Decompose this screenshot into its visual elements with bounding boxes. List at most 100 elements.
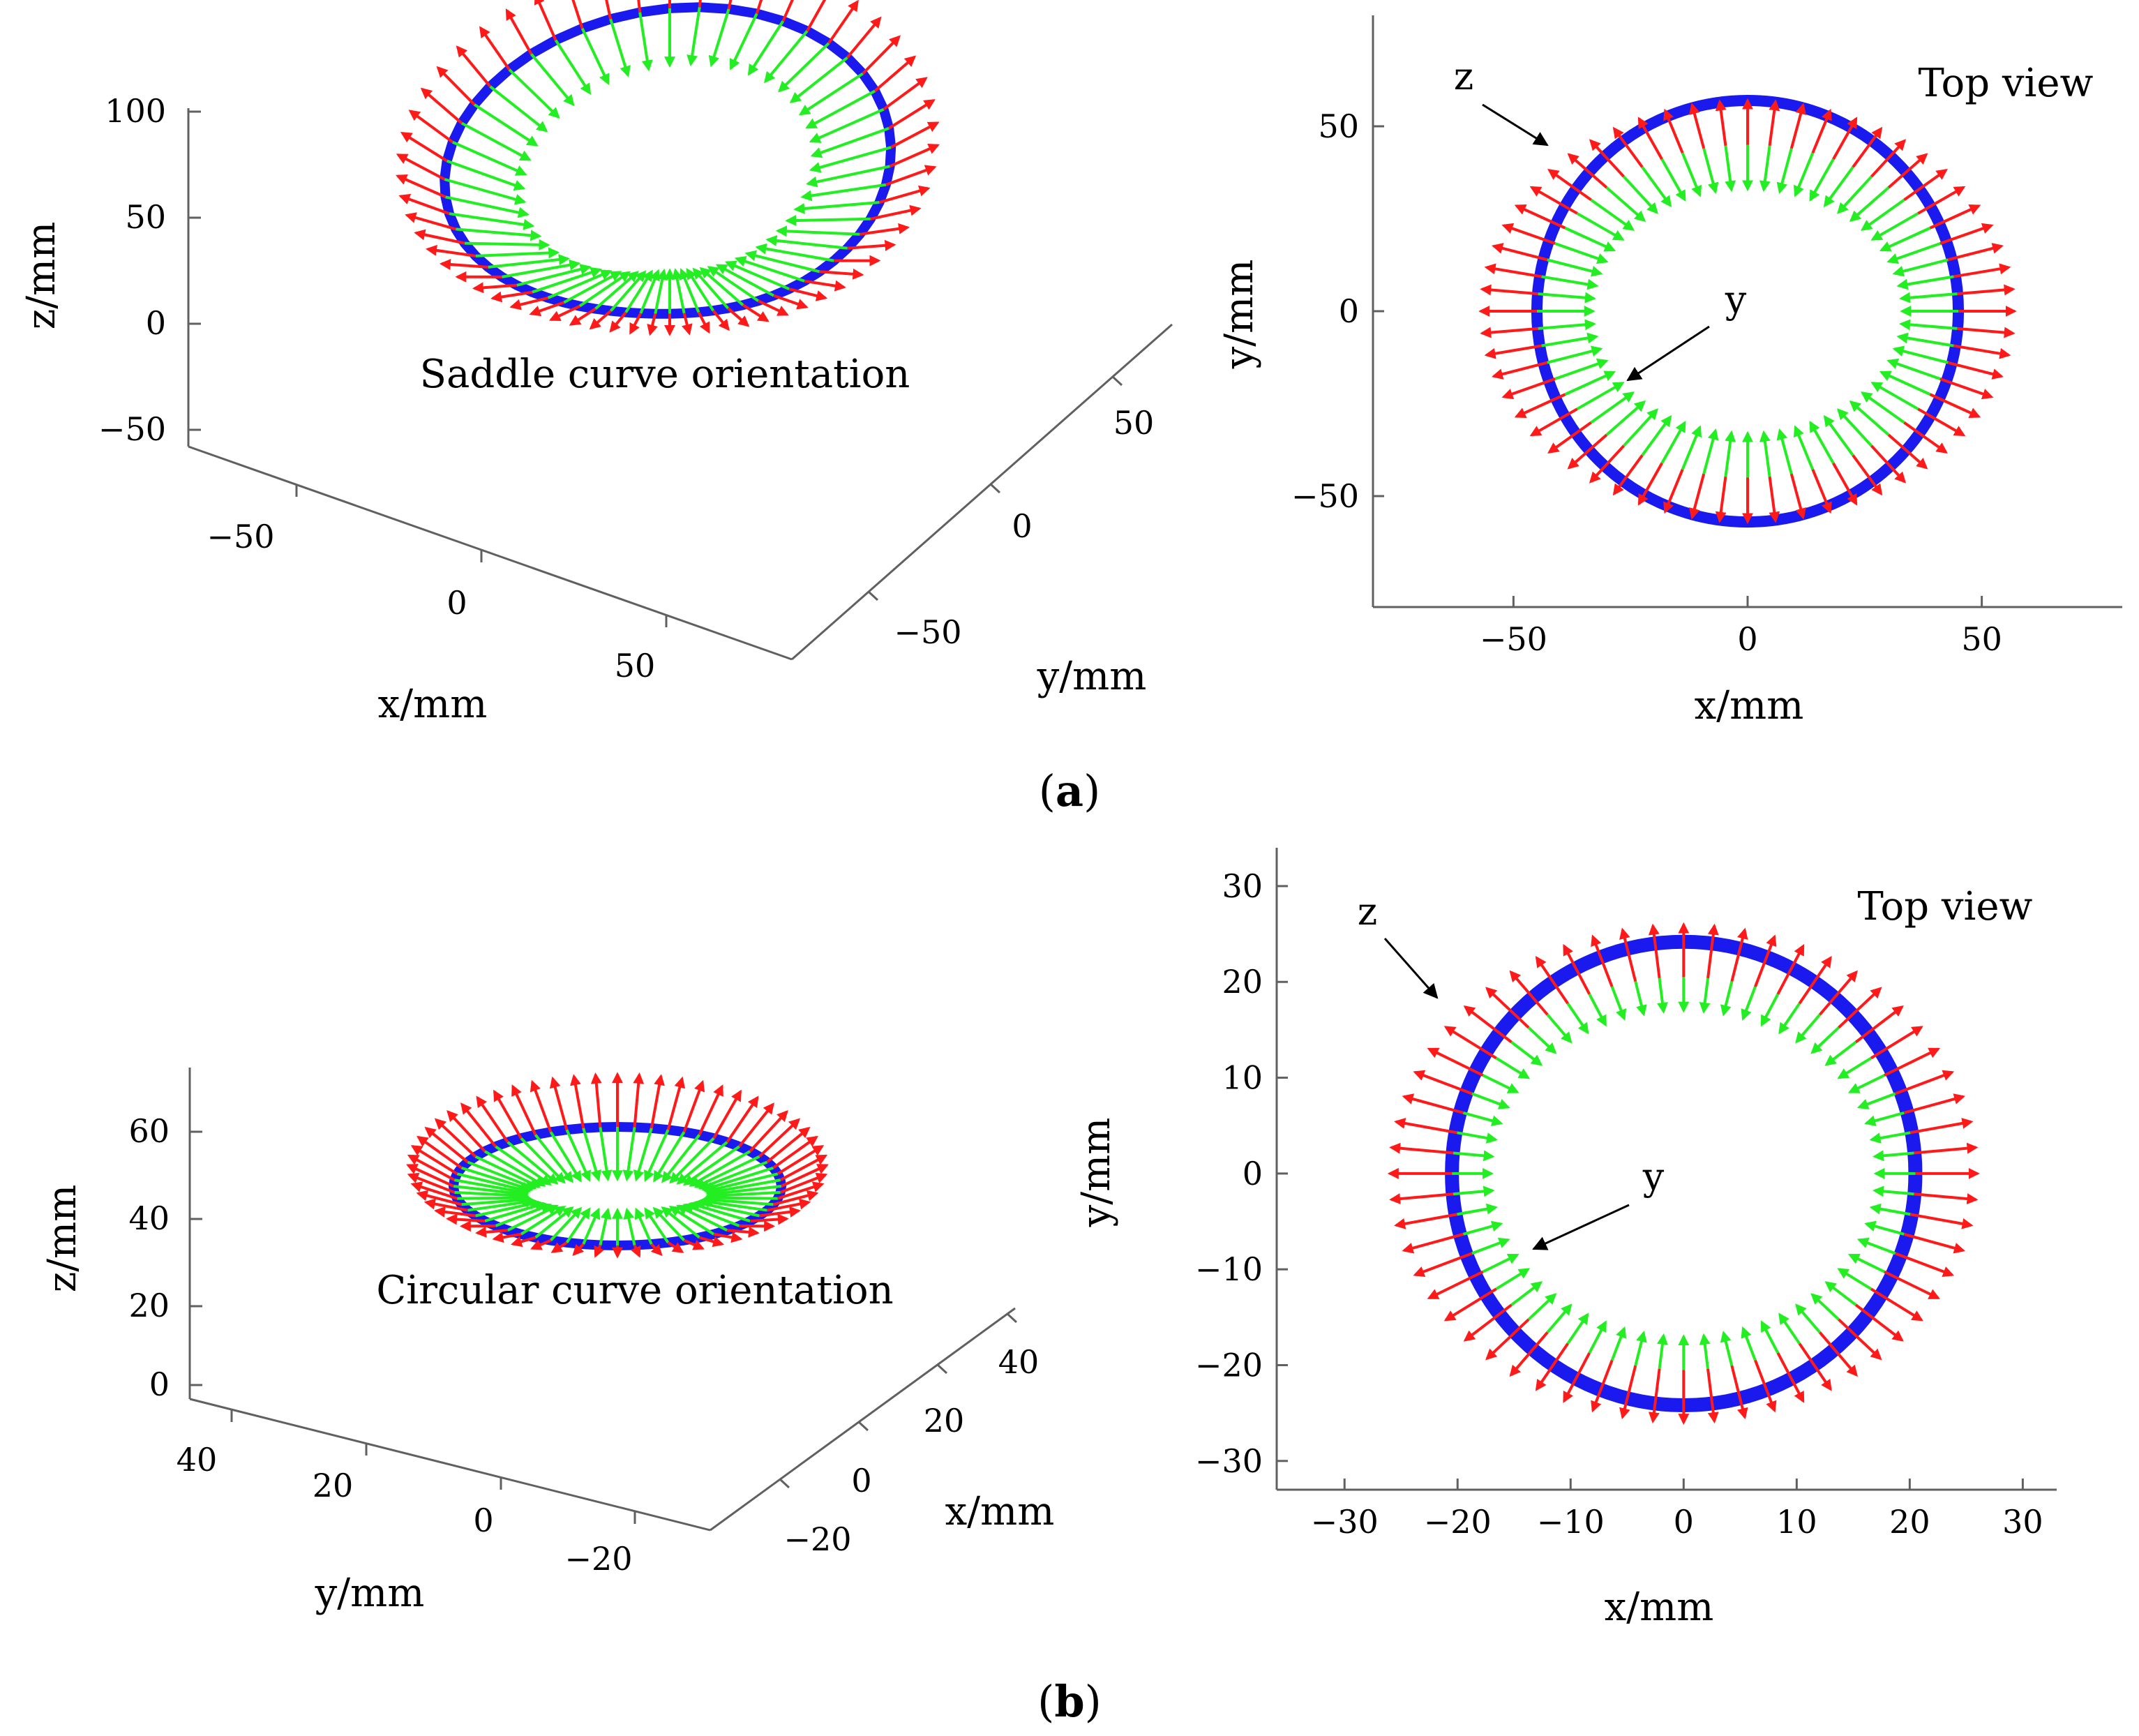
panel-a-3d-vector-field (396, 0, 940, 336)
z-axis-arrow (713, 1232, 743, 1243)
y-axis-arrow (1778, 1002, 1801, 1035)
y-axis-label: y/mm (1037, 654, 1147, 699)
z-axis-arrow (1689, 103, 1706, 149)
z-axis-arrow (827, 0, 859, 45)
z-axis-arrow (1768, 476, 1780, 523)
y-tick-label: 50 (1318, 107, 1359, 145)
z-axis-arrow (779, 1154, 828, 1181)
z-axis-arrow (1939, 223, 1994, 245)
y-axis-arrow (1824, 1281, 1857, 1306)
z-axis-arrow (424, 1126, 469, 1163)
y-axis-arrow (534, 1206, 574, 1239)
y-axis-arrow (698, 1160, 768, 1190)
z-axis-arrow (1914, 1142, 1979, 1155)
y-axis-arrow (1538, 292, 1596, 304)
z-axis-arrow (534, 0, 557, 41)
y-tick-label: 0 (473, 1502, 493, 1539)
y-axis-arrow (489, 85, 548, 133)
z-axis-arrow (1443, 1026, 1497, 1060)
z-axis-arrow (697, 311, 710, 334)
z-axis-arrow (1443, 1287, 1497, 1322)
y-axis-arrow (609, 270, 647, 312)
y-axis-arrow (1576, 382, 1625, 410)
z-axis-arrow (1832, 117, 1858, 160)
panel-b-3d-title: Circular curve orientation (376, 1268, 893, 1313)
panel-a-label: (a) (1039, 765, 1101, 816)
z-axis-arrow (1730, 1365, 1748, 1420)
z-axis-arrow (847, 239, 896, 251)
z-axis-arrow (550, 1241, 568, 1253)
z-axis-arrow (650, 1243, 663, 1256)
z-axis-arrow (878, 185, 931, 204)
y-axis-arrow (1495, 1056, 1531, 1079)
y-axis-arrow (763, 30, 809, 84)
y-axis-arrow (599, 1127, 613, 1182)
y-axis-arrow (1823, 166, 1854, 208)
y-axis-arrow (449, 212, 535, 230)
y-axis-arrow (1837, 1056, 1872, 1079)
z-axis-arrow (1953, 344, 2011, 359)
z-axis-arrow (1535, 956, 1569, 1005)
z-axis-arrow (1832, 462, 1858, 506)
z-axis-arrow (1619, 1365, 1637, 1420)
panel-a-top-ticks: −50 0 50 50 0 −50 (1291, 107, 2002, 658)
y-axis-arrow (1566, 1312, 1589, 1345)
y-axis-arrow (1837, 408, 1873, 447)
z-axis-arrow (1776, 1352, 1805, 1403)
z-axis-arrow (1929, 204, 1981, 230)
z-axis-arrow (1648, 923, 1661, 979)
y-axis-arrow (1547, 258, 1603, 277)
y-axis-arrow (446, 159, 526, 191)
z-tick-label: 0 (149, 1365, 170, 1403)
y-tick (1111, 375, 1123, 387)
y-axis-arrow (460, 121, 532, 161)
z-axis-arrow (569, 307, 596, 326)
y-axis-arrow (1849, 400, 1890, 436)
z-annotation-arrow (1482, 103, 1549, 147)
y-axis-arrow (464, 239, 550, 250)
z-axis-arrow (416, 1190, 463, 1206)
z-axis-arrow (1402, 1232, 1464, 1254)
y-axis-arrow (1724, 430, 1736, 477)
y-axis-arrow (775, 225, 860, 237)
z-axis-arrow (1591, 934, 1614, 987)
z-axis-arrow (1637, 117, 1663, 160)
z-axis-arrow (1947, 243, 2004, 262)
y-axis-arrow (1622, 175, 1658, 214)
z-axis-arrow (1514, 204, 1566, 230)
z-axis-arrow (1854, 1303, 1904, 1342)
y-axis-arrow (1702, 428, 1719, 474)
y-tick-label: −30 (1195, 1442, 1263, 1480)
z-axis-arrow (475, 1226, 508, 1238)
y-axis-arrow (1778, 1312, 1801, 1345)
z-axis-arrow (1389, 1192, 1454, 1205)
z-axis-arrow (666, 1076, 686, 1130)
curve-path (440, 2, 896, 319)
y-axis-arrow (1554, 242, 1609, 264)
y-tick-label: 0 (1339, 292, 1359, 330)
y-axis-arrow (1656, 978, 1668, 1014)
y-axis-arrow (1847, 1253, 1885, 1273)
y-axis-arrow (1864, 1111, 1905, 1127)
z-axis-arrow (1776, 943, 1805, 995)
x-tick-label: 10 (1776, 1503, 1817, 1541)
y-axis-arrow (1546, 1013, 1573, 1044)
z-axis-arrow (410, 1145, 458, 1176)
z-axis-arrow (456, 45, 492, 88)
z-axis-arrow (727, 0, 733, 10)
z-axis-arrow (1957, 284, 2016, 296)
y-axis-arrow (554, 39, 592, 96)
z-axis-arrow (1754, 934, 1777, 987)
z-axis-arrow (408, 110, 453, 144)
y-axis-arrow (532, 267, 602, 294)
y-axis-arrow (1547, 345, 1603, 364)
z-axis-arrow (1535, 1342, 1569, 1391)
x-tick-label: −20 (783, 1520, 851, 1558)
y-axis-arrow (1641, 414, 1672, 456)
y-axis-arrow (708, 8, 730, 68)
z-axis-arrow (492, 1232, 522, 1243)
y-axis-arrow (456, 1172, 531, 1195)
y-axis-arrow (703, 1192, 778, 1204)
y-axis-arrow (1899, 292, 1958, 304)
z-axis-arrow (1909, 1118, 1974, 1135)
